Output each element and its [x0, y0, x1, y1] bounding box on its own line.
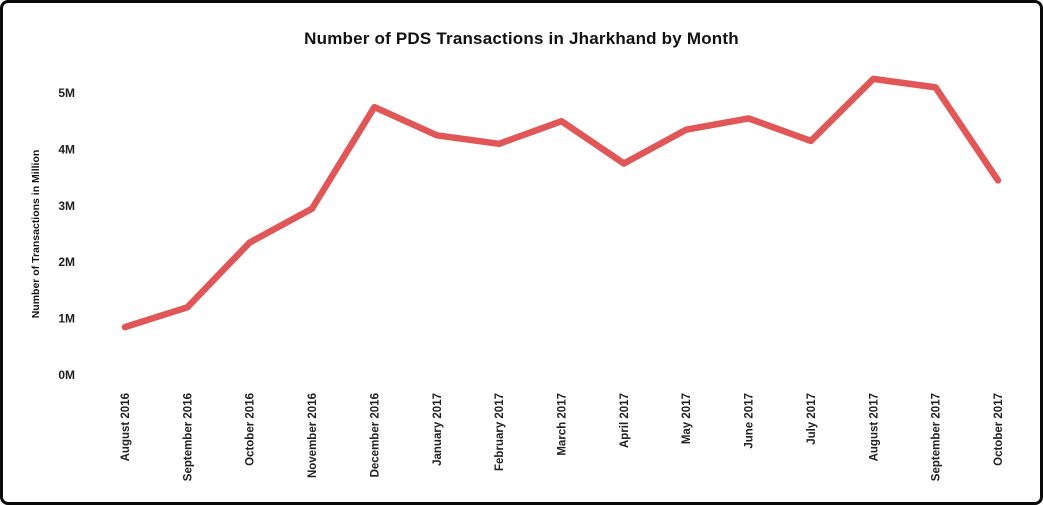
chart-title: Number of PDS Transactions in Jharkhand …: [304, 29, 739, 48]
x-axis-tick-label: December 2016: [369, 393, 381, 477]
x-axis-tick-label: September 2016: [182, 393, 194, 481]
x-axis-tick-label: January 2017: [432, 393, 444, 466]
y-axis-tick-label: 1M: [58, 312, 75, 326]
x-axis-tick-label: March 2017: [557, 393, 569, 456]
x-axis-tick-label: April 2017: [619, 393, 631, 448]
y-axis-tick-label: 3M: [58, 199, 75, 213]
y-axis-tick-label: 5M: [58, 86, 75, 100]
x-axis-tick-label: October 2016: [245, 393, 257, 466]
x-axis-tick-label: September 2017: [931, 393, 943, 481]
x-axis-tick-label: February 2017: [494, 393, 506, 471]
x-axis-tick-label: June 2017: [744, 393, 756, 449]
y-axis-tick-label: 4M: [58, 142, 75, 156]
y-axis-title: Number of Transactions in Million: [30, 150, 42, 319]
y-axis-tick-label: 2M: [58, 255, 75, 269]
pds-transactions-line-series: [121, 75, 1002, 331]
x-axis-tick-label: August 2017: [868, 393, 880, 461]
x-axis-tick-label: May 2017: [681, 393, 693, 444]
x-axis-tick-label: August 2016: [120, 393, 132, 461]
x-axis-tick-label: October 2017: [993, 393, 1005, 466]
line-chart-canvas: 0M 1M 2M 3M 4M 5M August 2016 September 2016 Oct…: [30, 75, 1005, 481]
x-axis-tick-label: July 2017: [806, 393, 818, 445]
x-axis-tick-label: November 2016: [307, 393, 319, 478]
y-axis-tick-label: 0M: [58, 368, 75, 382]
